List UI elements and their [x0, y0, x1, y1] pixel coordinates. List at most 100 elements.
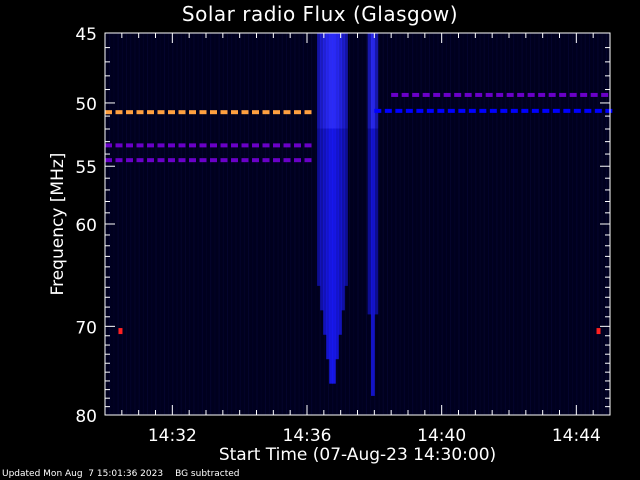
heatmap-noise-column — [180, 33, 182, 415]
spectral-line-segment — [168, 143, 175, 148]
heatmap-noise-column — [218, 33, 220, 415]
heatmap-noise-column — [239, 33, 241, 415]
heatmap-noise-column — [445, 33, 447, 415]
heatmap-noise-column — [197, 33, 199, 415]
spectral-line-segment — [416, 108, 424, 113]
heatmap-noise-column — [298, 33, 300, 415]
spectral-line-segment — [210, 110, 217, 115]
heatmap-noise-column — [201, 33, 203, 415]
heatmap-noise-column — [593, 33, 595, 415]
heatmap-noise-column — [290, 33, 292, 415]
heatmap-noise-column — [285, 33, 287, 415]
spectral-line-segment — [401, 92, 409, 97]
heatmap-noise-column — [315, 33, 317, 415]
heatmap-noise-column — [450, 33, 452, 415]
heatmap-noise-column — [572, 33, 574, 415]
spectral-line-segment — [231, 158, 238, 163]
x-tick-label: 14:44 — [552, 426, 601, 446]
spectral-line-segment — [136, 158, 144, 163]
heatmap-noise-column — [210, 33, 212, 415]
spectral-line-segment — [199, 143, 207, 148]
burst-core — [326, 33, 330, 129]
heatmap-noise-column — [504, 33, 506, 415]
y-tick-label: 45 — [75, 25, 97, 45]
spectral-line-segment — [273, 158, 280, 163]
spectral-line-segment — [178, 158, 186, 163]
burst-core — [344, 33, 348, 129]
spectral-line-segment — [304, 110, 312, 115]
spectral-line-segment — [468, 108, 476, 113]
spectral-line-segment — [126, 110, 133, 115]
spectral-line-segment — [157, 158, 165, 163]
heatmap-noise-column — [155, 33, 157, 415]
spectral-line-segment — [231, 143, 238, 148]
spectral-line-segment — [189, 158, 196, 163]
spectral-line-segment — [199, 110, 207, 115]
spectral-line-segment — [580, 92, 588, 97]
heatmap-noise-column — [542, 33, 544, 415]
spectral-line-segment — [426, 108, 434, 113]
heatmap-noise-column — [538, 33, 540, 415]
spectral-line-segment — [601, 92, 609, 97]
spectral-line-segment — [136, 143, 144, 148]
spectral-line-segment — [590, 92, 598, 97]
spectral-line-segment — [605, 108, 613, 113]
spectral-line-segment — [189, 110, 196, 115]
spectral-line-segment — [531, 108, 539, 113]
spectral-line-segment — [563, 108, 571, 113]
spectral-line-segment — [489, 108, 497, 113]
heatmap-noise-column — [458, 33, 460, 415]
spectral-line-segment — [548, 92, 556, 97]
heatmap-noise-column — [235, 33, 237, 415]
spectral-line-segment — [464, 92, 472, 97]
heatmap-noise-column — [349, 33, 351, 415]
heatmap-noise-column — [555, 33, 557, 415]
burst-column — [367, 33, 372, 315]
spectral-line-segment — [115, 143, 123, 148]
spectral-line-segment — [412, 92, 420, 97]
heatmap-noise-column — [357, 33, 359, 415]
burst-column — [320, 33, 324, 311]
heatmap-noise-column — [509, 33, 510, 415]
spectral-line-segment — [283, 143, 291, 148]
heatmap-noise-column — [420, 33, 422, 415]
heatmap-noise-column — [307, 33, 308, 415]
heatmap-noise-column — [227, 33, 229, 415]
spectral-line-segment — [231, 110, 238, 115]
heatmap-noise-column — [424, 33, 426, 415]
heatmap-noise-column — [517, 33, 519, 415]
y-tick-label: 60 — [75, 216, 97, 236]
spectral-line-segment — [552, 108, 560, 113]
heatmap-noise-column — [429, 33, 431, 415]
burst-column — [341, 33, 345, 311]
heatmap-noise-column — [534, 33, 536, 415]
spectral-line-segment — [147, 158, 154, 163]
heatmap-noise-column — [559, 33, 561, 415]
spectral-line-segment — [527, 92, 535, 97]
spectral-line-segment — [252, 110, 259, 115]
updated-timestamp: Updated Mon Aug 7 15:01:36 2023 — [2, 469, 164, 479]
spectral-line-segment — [573, 108, 581, 113]
heatmap-noise-column — [184, 33, 186, 415]
burst-core — [374, 33, 379, 129]
spectral-line-segment — [405, 108, 413, 113]
y-tick-label: 50 — [75, 95, 97, 115]
spectral-line-segment — [241, 110, 249, 115]
background-note: BG subtracted — [175, 469, 240, 479]
emission-spot — [118, 328, 123, 335]
spectral-line-segment — [304, 158, 312, 163]
spectral-line-segment — [294, 158, 301, 163]
heatmap-noise-column — [248, 33, 250, 415]
spectral-line-segment — [283, 158, 291, 163]
heatmap-noise-column — [412, 33, 414, 415]
heatmap-noise-column — [256, 33, 258, 415]
y-axis-label: Frequency [MHz] — [48, 152, 68, 296]
spectral-line-segment — [220, 158, 228, 163]
heatmap-noise-column — [576, 33, 578, 415]
heatmap-noise-column — [231, 33, 233, 415]
heatmap-noise-column — [416, 33, 418, 415]
spectral-line-segment — [538, 92, 546, 97]
spectral-line-segment — [220, 110, 228, 115]
spectral-line-segment — [594, 108, 602, 113]
spectral-line-segment — [304, 143, 312, 148]
